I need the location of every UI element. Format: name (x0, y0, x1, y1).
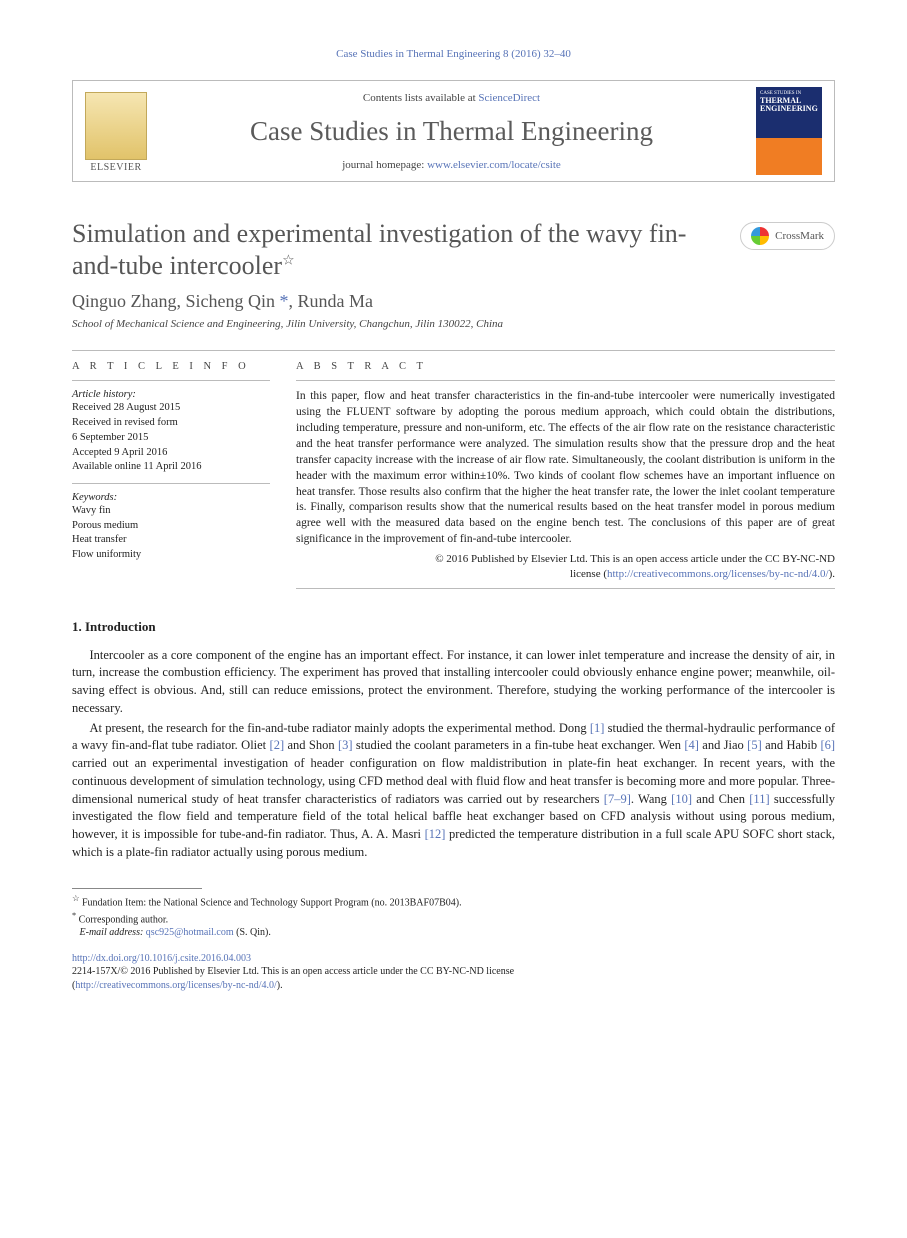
affiliation: School of Mechanical Science and Enginee… (72, 318, 835, 330)
cover-thumb: CASE STUDIES IN THERMAL ENGINEERING (756, 87, 822, 175)
body-text: and Chen (692, 792, 749, 806)
abstract-text: In this paper, flow and heat transfer ch… (296, 389, 835, 548)
doi-block: http://dx.doi.org/10.1016/j.csite.2016.0… (72, 952, 835, 993)
license-link[interactable]: http://creativecommons.org/licenses/by-n… (75, 980, 276, 991)
email-tail: (S. Qin). (234, 927, 271, 938)
email-label: E-mail address: (80, 927, 146, 938)
info-rule (72, 380, 270, 381)
sciencedirect-link[interactable]: ScienceDirect (478, 92, 540, 104)
ref-link[interactable]: [5] (747, 738, 762, 752)
body-text: and Shon (284, 738, 338, 752)
authors-part2: , Runda Ma (288, 291, 373, 311)
publisher-word: ELSEVIER (90, 162, 141, 173)
footnote-text: Corresponding author. (76, 914, 168, 925)
history-line: Received 28 August 2015 (72, 401, 270, 416)
keyword: Flow uniformity (72, 548, 270, 563)
ref-link[interactable]: [11] (749, 792, 769, 806)
contents-line: Contents lists available at ScienceDirec… (165, 92, 738, 104)
history-line: Accepted 9 April 2016 (72, 446, 270, 461)
ref-link[interactable]: [4] (684, 738, 699, 752)
journal-homepage: journal homepage: www.elsevier.com/locat… (165, 159, 738, 171)
footnote: ☆ Fundation Item: the National Science a… (72, 893, 835, 910)
copyright-line2-suffix: ). (829, 568, 835, 580)
body-paragraph: Intercooler as a core component of the e… (72, 647, 835, 718)
footnote-text: Fundation Item: the National Science and… (79, 897, 461, 908)
body-text: and Habib (762, 738, 821, 752)
footnote: E-mail address: qsc925@hotmail.com (S. Q… (72, 926, 835, 940)
body-text: At present, the research for the fin-and… (90, 721, 590, 735)
abstract-label: A B S T R A C T (296, 361, 835, 372)
crossmark-label: CrossMark (775, 230, 824, 242)
title-footnote-mark: ☆ (282, 253, 295, 268)
keywords-head: Keywords: (72, 492, 270, 503)
ref-link[interactable]: [12] (425, 827, 446, 841)
license-paren-close: ). (277, 980, 283, 991)
history-line: Available online 11 April 2016 (72, 460, 270, 475)
doi-link[interactable]: http://dx.doi.org/10.1016/j.csite.2016.0… (72, 953, 251, 964)
authors-part1: Qinguo Zhang, Sicheng Qin (72, 291, 275, 311)
keyword: Porous medium (72, 519, 270, 534)
ref-link[interactable]: [7–9] (604, 792, 631, 806)
ref-link[interactable]: [2] (270, 738, 285, 752)
copyright-line2-prefix: license ( (570, 568, 607, 580)
abstract-rule (296, 588, 835, 589)
body-text: . Wang (631, 792, 671, 806)
masthead: ELSEVIER Contents lists available at Sci… (72, 80, 835, 182)
masthead-center: Contents lists available at ScienceDirec… (159, 81, 744, 181)
keyword: Heat transfer (72, 533, 270, 548)
ref-link[interactable]: [10] (671, 792, 692, 806)
history-line: 6 September 2015 (72, 431, 270, 446)
journal-title: Case Studies in Thermal Engineering (165, 116, 738, 147)
footnote: * Corresponding author. (72, 910, 835, 927)
body-text: and Jiao (699, 738, 747, 752)
article-info: A R T I C L E I N F O Article history: R… (72, 361, 270, 588)
email-link[interactable]: qsc925@hotmail.com (146, 927, 234, 938)
history-head: Article history: (72, 389, 270, 400)
ref-link[interactable]: [1] (590, 721, 605, 735)
keyword: Wavy fin (72, 504, 270, 519)
info-rule (72, 483, 270, 484)
abstract: A B S T R A C T In this paper, flow and … (296, 361, 835, 588)
publisher-block: ELSEVIER (73, 81, 159, 181)
ref-link[interactable]: [3] (338, 738, 353, 752)
article-info-label: A R T I C L E I N F O (72, 361, 270, 372)
copyright: © 2016 Published by Elsevier Ltd. This i… (296, 552, 835, 582)
body-paragraph: At present, the research for the fin-and… (72, 720, 835, 862)
history-line: Received in revised form (72, 416, 270, 431)
cover-line3: ENGINEERING (760, 105, 818, 114)
issn-copyright: 2214-157X/© 2016 Published by Elsevier L… (72, 966, 514, 977)
body-text: studied the coolant parameters in a fin-… (353, 738, 685, 752)
section-heading-introduction: 1. Introduction (72, 619, 835, 635)
elsevier-logo (85, 92, 147, 160)
running-head: Case Studies in Thermal Engineering 8 (2… (72, 48, 835, 60)
contents-prefix: Contents lists available at (363, 92, 478, 104)
footnote-separator (72, 888, 202, 889)
article-title-text: Simulation and experimental investigatio… (72, 219, 686, 280)
article-title: Simulation and experimental investigatio… (72, 218, 692, 281)
crossmark-badge[interactable]: CrossMark (740, 222, 835, 250)
copyright-line1: © 2016 Published by Elsevier Ltd. This i… (435, 553, 835, 565)
cover-thumb-wrap: CASE STUDIES IN THERMAL ENGINEERING (744, 81, 834, 181)
ref-link[interactable]: [6] (820, 738, 835, 752)
abstract-rule (296, 380, 835, 381)
authors: Qinguo Zhang, Sicheng Qin *, Runda Ma (72, 291, 835, 312)
homepage-prefix: journal homepage: (342, 159, 427, 171)
crossmark-icon (751, 227, 769, 245)
homepage-link[interactable]: www.elsevier.com/locate/csite (427, 159, 561, 171)
license-link[interactable]: http://creativecommons.org/licenses/by-n… (607, 568, 829, 580)
